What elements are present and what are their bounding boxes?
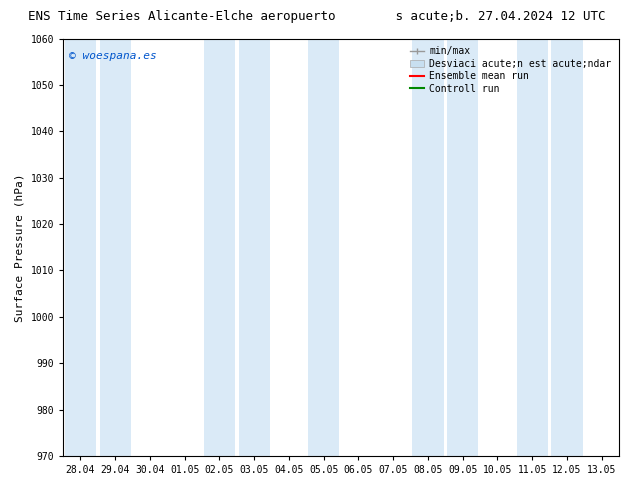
Y-axis label: Surface Pressure (hPa): Surface Pressure (hPa) — [15, 173, 25, 321]
Bar — [517, 39, 548, 456]
Bar — [447, 39, 478, 456]
Text: © woespana.es: © woespana.es — [68, 51, 157, 61]
Bar — [238, 39, 270, 456]
Bar — [308, 39, 339, 456]
Bar — [65, 39, 96, 456]
Text: ENS Time Series Alicante-Elche aeropuerto        s acute;b. 27.04.2024 12 UTC: ENS Time Series Alicante-Elche aeropuert… — [29, 10, 605, 23]
Bar — [412, 39, 444, 456]
Bar — [100, 39, 131, 456]
Bar — [204, 39, 235, 456]
Legend: min/max, Desviaci acute;n est acute;ndar, Ensemble mean run, Controll run: min/max, Desviaci acute;n est acute;ndar… — [407, 44, 614, 97]
Bar — [551, 39, 583, 456]
